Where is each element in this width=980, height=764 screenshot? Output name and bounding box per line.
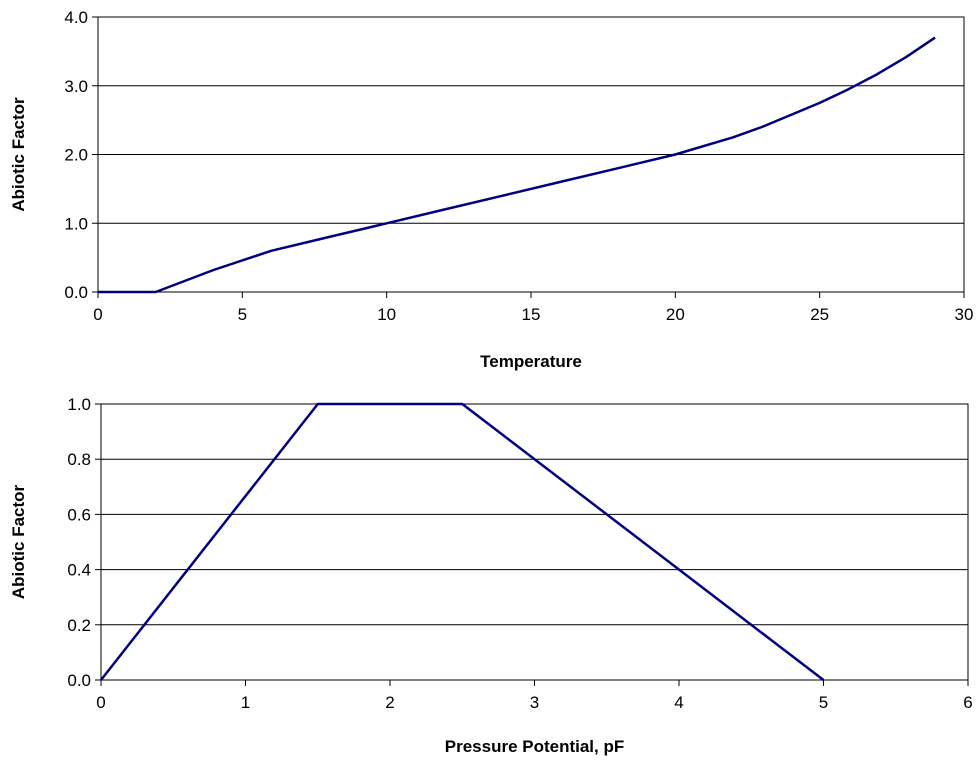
x-tick-label: 1 bbox=[241, 693, 250, 712]
y-tick-label: 0.0 bbox=[64, 283, 88, 302]
x-tick-label: 4 bbox=[674, 693, 683, 712]
x-tick-label: 2 bbox=[385, 693, 394, 712]
y-tick-label: 0.0 bbox=[67, 671, 91, 690]
plot-area-border bbox=[100, 403, 969, 681]
x-tick-label: 3 bbox=[530, 693, 539, 712]
x-axis-title: Temperature bbox=[480, 352, 582, 371]
chart-1: 0.0 1.0 2.0 3.0 4.0 0 5 10 15 20 25 30 Temperature Ab… bbox=[9, 8, 973, 371]
y-tick-label: 0.2 bbox=[67, 616, 91, 635]
y-tick-label: 4.0 bbox=[64, 8, 88, 27]
y-axis-title: Abiotic Factor bbox=[9, 97, 28, 212]
x-tick-label: 10 bbox=[377, 305, 396, 324]
y-tick-label: 0.6 bbox=[67, 505, 91, 524]
x-tick-label: 5 bbox=[819, 693, 828, 712]
x-tick-label: 6 bbox=[963, 693, 972, 712]
x-tick-label: 30 bbox=[955, 305, 974, 324]
plot-area-border bbox=[97, 16, 965, 293]
x-tick-label: 5 bbox=[238, 305, 247, 324]
y-tick-label: 1.0 bbox=[64, 214, 88, 233]
y-axis-title: Abiotic Factor bbox=[9, 484, 28, 599]
x-axis-title: Pressure Potential, pF bbox=[445, 737, 625, 756]
chart-2: 0.0 0.2 0.4 0.6 0.8 1.0 0 1 2 3 4 5 6 Pressure Potent… bbox=[9, 395, 973, 756]
y-tick-label: 3.0 bbox=[64, 77, 88, 96]
y-tick-label: 1.0 bbox=[67, 395, 91, 414]
x-tick-label: 20 bbox=[666, 305, 685, 324]
x-tick-label: 25 bbox=[810, 305, 829, 324]
y-tick-label: 2.0 bbox=[64, 146, 88, 165]
series-line bbox=[98, 36, 936, 294]
x-tick-label: 0 bbox=[96, 693, 105, 712]
y-tick-label: 0.8 bbox=[67, 450, 91, 469]
x-tick-label: 0 bbox=[93, 305, 102, 324]
y-tick-label: 0.4 bbox=[67, 561, 91, 580]
x-tick-label: 15 bbox=[522, 305, 541, 324]
series-line bbox=[100, 402, 825, 681]
